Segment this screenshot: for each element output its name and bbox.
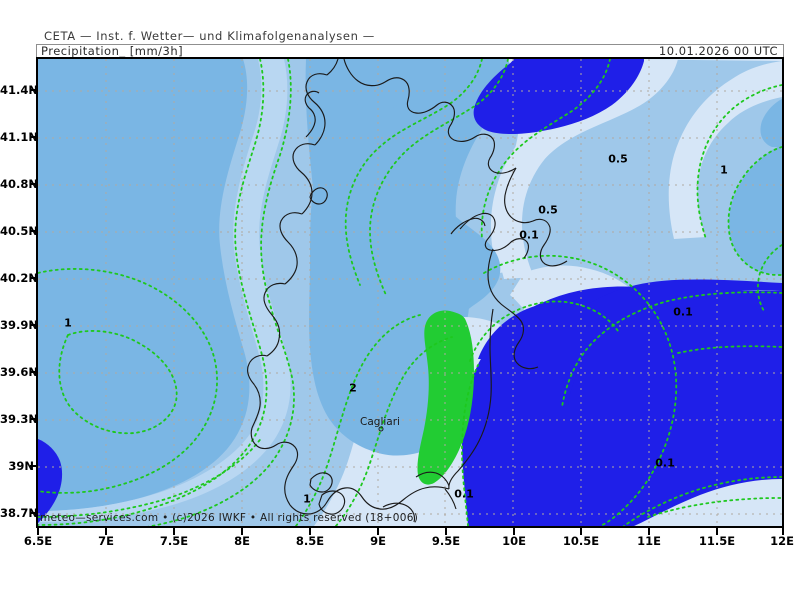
y-tick-label: 40.8N [0, 177, 38, 191]
contour-label: 0.5 [538, 203, 558, 217]
contour-label: 0.5 [608, 152, 628, 166]
contour-label: 1 [303, 492, 311, 506]
contour-label: 0.1 [519, 228, 539, 242]
y-tick-mark [30, 418, 37, 420]
contour-label: 0.1 [454, 487, 474, 501]
grid-lines [38, 59, 782, 526]
contour-label: 2 [349, 381, 357, 395]
contour-label: 0.1 [673, 305, 693, 319]
city-label-cagliari: Cagliari [360, 416, 400, 428]
y-tick-label: 39.9N [0, 318, 38, 332]
x-tick-mark [782, 528, 784, 535]
x-tick-label: 10E [502, 534, 526, 548]
precipitation-field [38, 59, 782, 526]
y-tick-mark [30, 230, 37, 232]
coast-detail [415, 471, 457, 510]
y-tick-label: 40.5N [0, 224, 38, 238]
y-tick-mark [30, 183, 37, 185]
header-bar: Precipitation_ [mm/3h] 10.01.2026 00 UTC [36, 44, 784, 58]
x-tick-label: 6.5E [23, 534, 53, 548]
x-tick-label: 11E [637, 534, 661, 548]
sardinia-coast [247, 59, 568, 523]
x-tick-label: 7E [98, 534, 114, 548]
contour-label: 1 [720, 163, 728, 177]
island-fill [309, 59, 501, 456]
y-tick-label: 38.7N [0, 506, 38, 520]
y-tick-label: 39N [8, 459, 34, 473]
x-tick-mark [445, 528, 447, 535]
y-tick-label: 41.4N [0, 83, 38, 97]
y-tick-mark [30, 136, 37, 138]
x-tick-label: 12E [770, 534, 794, 548]
y-tick-label: 40.2N [0, 271, 38, 285]
y-tick-label: 39.3N [0, 412, 38, 426]
green-max-region [417, 310, 474, 485]
x-tick-label: 9E [370, 534, 386, 548]
x-tick-mark [173, 528, 175, 535]
x-tick-label: 10.5E [562, 534, 600, 548]
contour-label: 0.1 [655, 456, 675, 470]
map-canvas[interactable]: 0.5 1 0.5 0.1 1 0.1 2 0.1 1 0.1 Cagliari… [36, 57, 784, 528]
x-tick-label: 11.5E [698, 534, 736, 548]
y-tick-mark [30, 89, 37, 91]
map-layers: 0.5 1 0.5 0.1 1 0.1 2 0.1 1 0.1 Cagliari… [38, 59, 782, 526]
y-tick-mark [30, 324, 37, 326]
x-tick-mark [377, 528, 379, 535]
y-tick-mark [30, 512, 37, 514]
x-tick-label: 8E [234, 534, 250, 548]
x-tick-label: 9.5E [431, 534, 461, 548]
x-tick-mark [513, 528, 515, 535]
y-tick-label: 39.6N [0, 365, 38, 379]
x-tick-mark [309, 528, 311, 535]
x-tick-mark [241, 528, 243, 535]
x-tick-label: 8.5E [295, 534, 325, 548]
fill-band-dark [38, 59, 782, 526]
contour-lines [38, 59, 782, 526]
x-tick-mark [716, 528, 718, 535]
institute-title: CETA — Inst. f. Wetter— und Klimafolgena… [44, 29, 375, 43]
city-marker-cagliari [378, 426, 384, 432]
contour-label: 1 [64, 316, 72, 330]
variable-label: Precipitation_ [mm/3h] [41, 44, 184, 58]
x-tick-label: 7.5E [159, 534, 189, 548]
y-tick-mark [30, 371, 37, 373]
valid-time-label: 10.01.2026 00 UTC [658, 44, 778, 58]
y-tick-mark [30, 465, 37, 467]
x-tick-mark [580, 528, 582, 535]
y-tick-mark [30, 277, 37, 279]
y-tick-label: 41.1N [0, 130, 38, 144]
x-tick-mark [648, 528, 650, 535]
x-tick-mark [37, 528, 39, 535]
x-tick-mark [105, 528, 107, 535]
credit-text: meteo—services.com • (c)2026 IWKF • All … [40, 512, 419, 524]
